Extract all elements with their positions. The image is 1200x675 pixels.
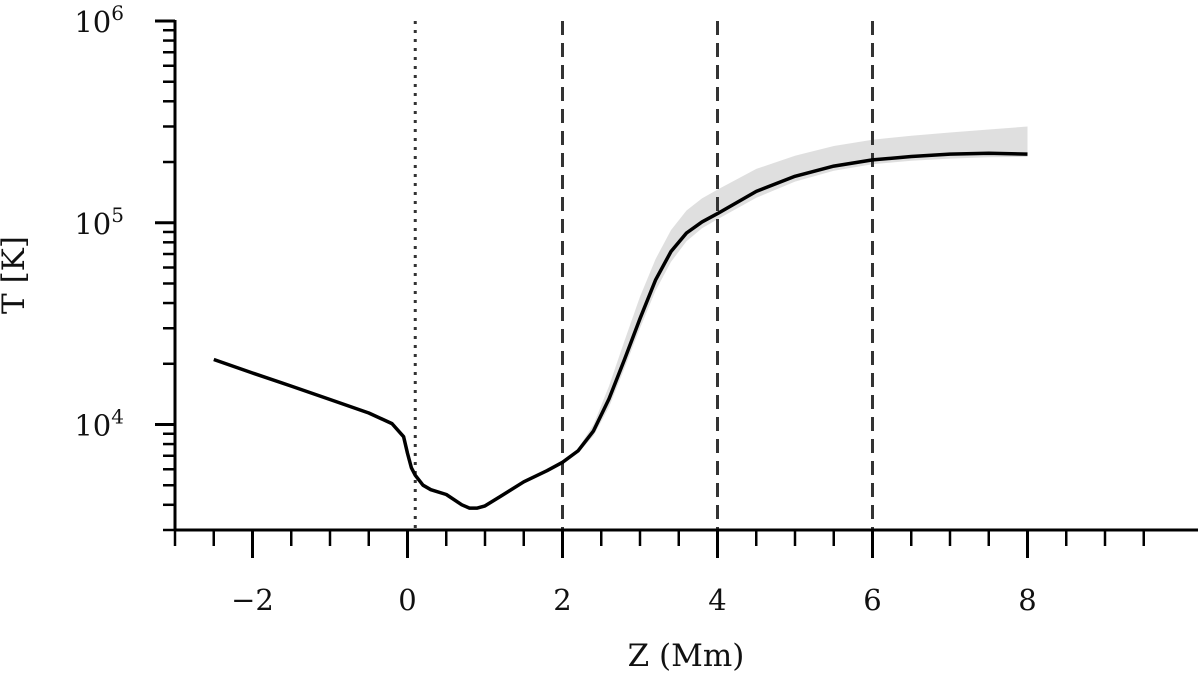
- y-tick-label-base: 10: [74, 409, 111, 443]
- y-tick-label-exponent: 5: [111, 203, 124, 227]
- y-axis-label: T [K]: [0, 236, 32, 314]
- x-tick-label: 6: [863, 583, 881, 617]
- x-tick-label: −2: [231, 583, 274, 617]
- y-tick-label-base: 10: [74, 5, 111, 39]
- y-tick-label: 106: [74, 1, 124, 39]
- x-axis-label: Z (Mm): [628, 638, 745, 674]
- x-tick-label: 8: [1018, 583, 1036, 617]
- y-tick-label-base: 10: [74, 207, 111, 241]
- y-tick-label-exponent: 6: [111, 1, 124, 25]
- x-tick-label: 4: [708, 583, 726, 617]
- x-tick-label: 2: [553, 583, 571, 617]
- temperature-series-line: [213, 151, 1028, 510]
- x-tick-label: 0: [398, 583, 416, 617]
- plot-area: [213, 21, 1028, 530]
- model-envelope-band: [578, 126, 1028, 454]
- y-tick-label: 105: [74, 203, 124, 241]
- y-tick-label-exponent: 4: [111, 405, 124, 429]
- y-tick-label: 104: [74, 405, 124, 443]
